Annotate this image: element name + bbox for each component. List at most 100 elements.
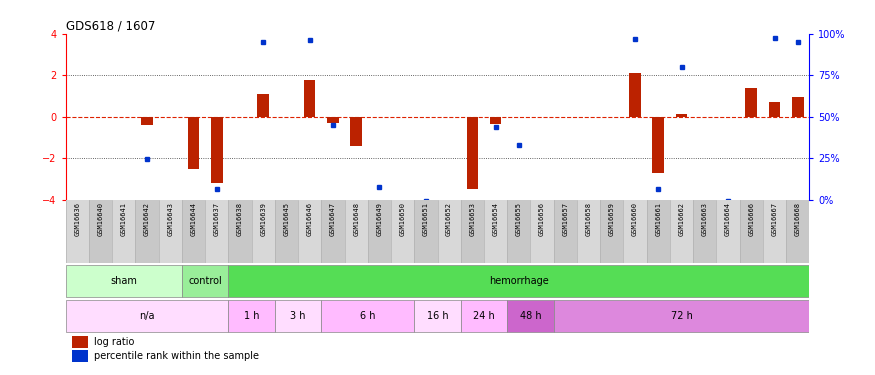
- Text: GSM16654: GSM16654: [493, 202, 499, 236]
- Bar: [647, 200, 670, 263]
- Text: GSM16660: GSM16660: [632, 202, 638, 236]
- Bar: [350, 117, 362, 146]
- Text: GSM16667: GSM16667: [772, 202, 778, 236]
- Bar: [653, 117, 664, 173]
- Bar: [89, 200, 112, 263]
- Bar: [461, 200, 484, 263]
- Bar: [228, 265, 809, 297]
- Bar: [112, 200, 136, 263]
- Text: GSM16644: GSM16644: [191, 202, 197, 236]
- Bar: [507, 300, 554, 332]
- Bar: [182, 200, 205, 263]
- Bar: [275, 300, 321, 332]
- Bar: [746, 88, 757, 117]
- Bar: [623, 200, 647, 263]
- Text: GSM16662: GSM16662: [678, 202, 684, 236]
- Bar: [66, 300, 228, 332]
- Bar: [66, 200, 89, 263]
- Text: GSM16649: GSM16649: [376, 202, 382, 236]
- Bar: [507, 200, 530, 263]
- Text: 6 h: 6 h: [360, 311, 375, 321]
- Text: GSM16638: GSM16638: [237, 202, 243, 236]
- Text: GSM16652: GSM16652: [446, 202, 452, 236]
- Text: GSM16651: GSM16651: [423, 202, 429, 236]
- Bar: [438, 200, 461, 263]
- Text: GSM16656: GSM16656: [539, 202, 545, 236]
- Bar: [141, 117, 153, 125]
- Text: GSM16642: GSM16642: [144, 202, 150, 236]
- Text: GSM16663: GSM16663: [702, 202, 708, 236]
- Bar: [786, 200, 809, 263]
- Text: GSM16641: GSM16641: [121, 202, 127, 236]
- Text: GSM16658: GSM16658: [585, 202, 592, 236]
- Bar: [554, 200, 577, 263]
- Bar: [136, 200, 158, 263]
- Text: GSM16659: GSM16659: [609, 202, 615, 236]
- Bar: [304, 80, 316, 117]
- Text: GSM16664: GSM16664: [725, 202, 731, 236]
- Text: GSM16655: GSM16655: [516, 202, 522, 236]
- Text: GDS618 / 1607: GDS618 / 1607: [66, 20, 155, 33]
- Bar: [600, 200, 623, 263]
- Text: 72 h: 72 h: [670, 311, 692, 321]
- Text: 24 h: 24 h: [473, 311, 495, 321]
- Bar: [182, 265, 228, 297]
- Text: GSM16639: GSM16639: [260, 202, 266, 236]
- Text: hemorrhage: hemorrhage: [489, 276, 549, 286]
- Bar: [414, 200, 438, 263]
- Bar: [629, 73, 640, 117]
- Bar: [769, 102, 780, 117]
- Bar: [466, 117, 478, 189]
- Text: GSM16646: GSM16646: [306, 202, 312, 236]
- Text: GSM16668: GSM16668: [794, 202, 801, 236]
- Bar: [670, 200, 693, 263]
- Bar: [693, 200, 717, 263]
- Bar: [530, 200, 554, 263]
- Text: 3 h: 3 h: [290, 311, 305, 321]
- Text: GSM16647: GSM16647: [330, 202, 336, 236]
- Bar: [676, 114, 688, 117]
- Bar: [763, 200, 786, 263]
- Bar: [414, 300, 461, 332]
- Bar: [72, 350, 88, 362]
- Text: 48 h: 48 h: [520, 311, 542, 321]
- Text: 1 h: 1 h: [244, 311, 259, 321]
- Bar: [321, 200, 345, 263]
- Bar: [484, 200, 508, 263]
- Text: GSM16640: GSM16640: [97, 202, 103, 236]
- Bar: [461, 300, 507, 332]
- Bar: [717, 200, 739, 263]
- Text: GSM16643: GSM16643: [167, 202, 173, 236]
- Bar: [391, 200, 414, 263]
- Text: GSM16653: GSM16653: [469, 202, 475, 236]
- Bar: [321, 300, 414, 332]
- Text: log ratio: log ratio: [94, 338, 134, 347]
- Bar: [257, 94, 269, 117]
- Bar: [66, 265, 182, 297]
- Text: 16 h: 16 h: [427, 311, 448, 321]
- Text: GSM16637: GSM16637: [214, 202, 220, 236]
- Text: percentile rank within the sample: percentile rank within the sample: [94, 351, 259, 361]
- Text: sham: sham: [110, 276, 137, 286]
- Bar: [187, 117, 200, 169]
- Bar: [577, 200, 600, 263]
- Text: GSM16645: GSM16645: [284, 202, 290, 236]
- Bar: [228, 200, 252, 263]
- Bar: [792, 97, 803, 117]
- Text: GSM16648: GSM16648: [354, 202, 359, 236]
- Bar: [490, 117, 501, 124]
- Bar: [252, 200, 275, 263]
- Text: GSM16650: GSM16650: [400, 202, 406, 236]
- Text: GSM16661: GSM16661: [655, 202, 662, 236]
- Bar: [368, 200, 391, 263]
- Bar: [205, 200, 228, 263]
- Bar: [228, 300, 275, 332]
- Bar: [275, 200, 298, 263]
- Text: control: control: [188, 276, 222, 286]
- Bar: [211, 117, 222, 183]
- Text: GSM16636: GSM16636: [74, 202, 80, 236]
- Bar: [345, 200, 368, 263]
- Text: n/a: n/a: [139, 311, 155, 321]
- Bar: [298, 200, 321, 263]
- Bar: [327, 117, 339, 123]
